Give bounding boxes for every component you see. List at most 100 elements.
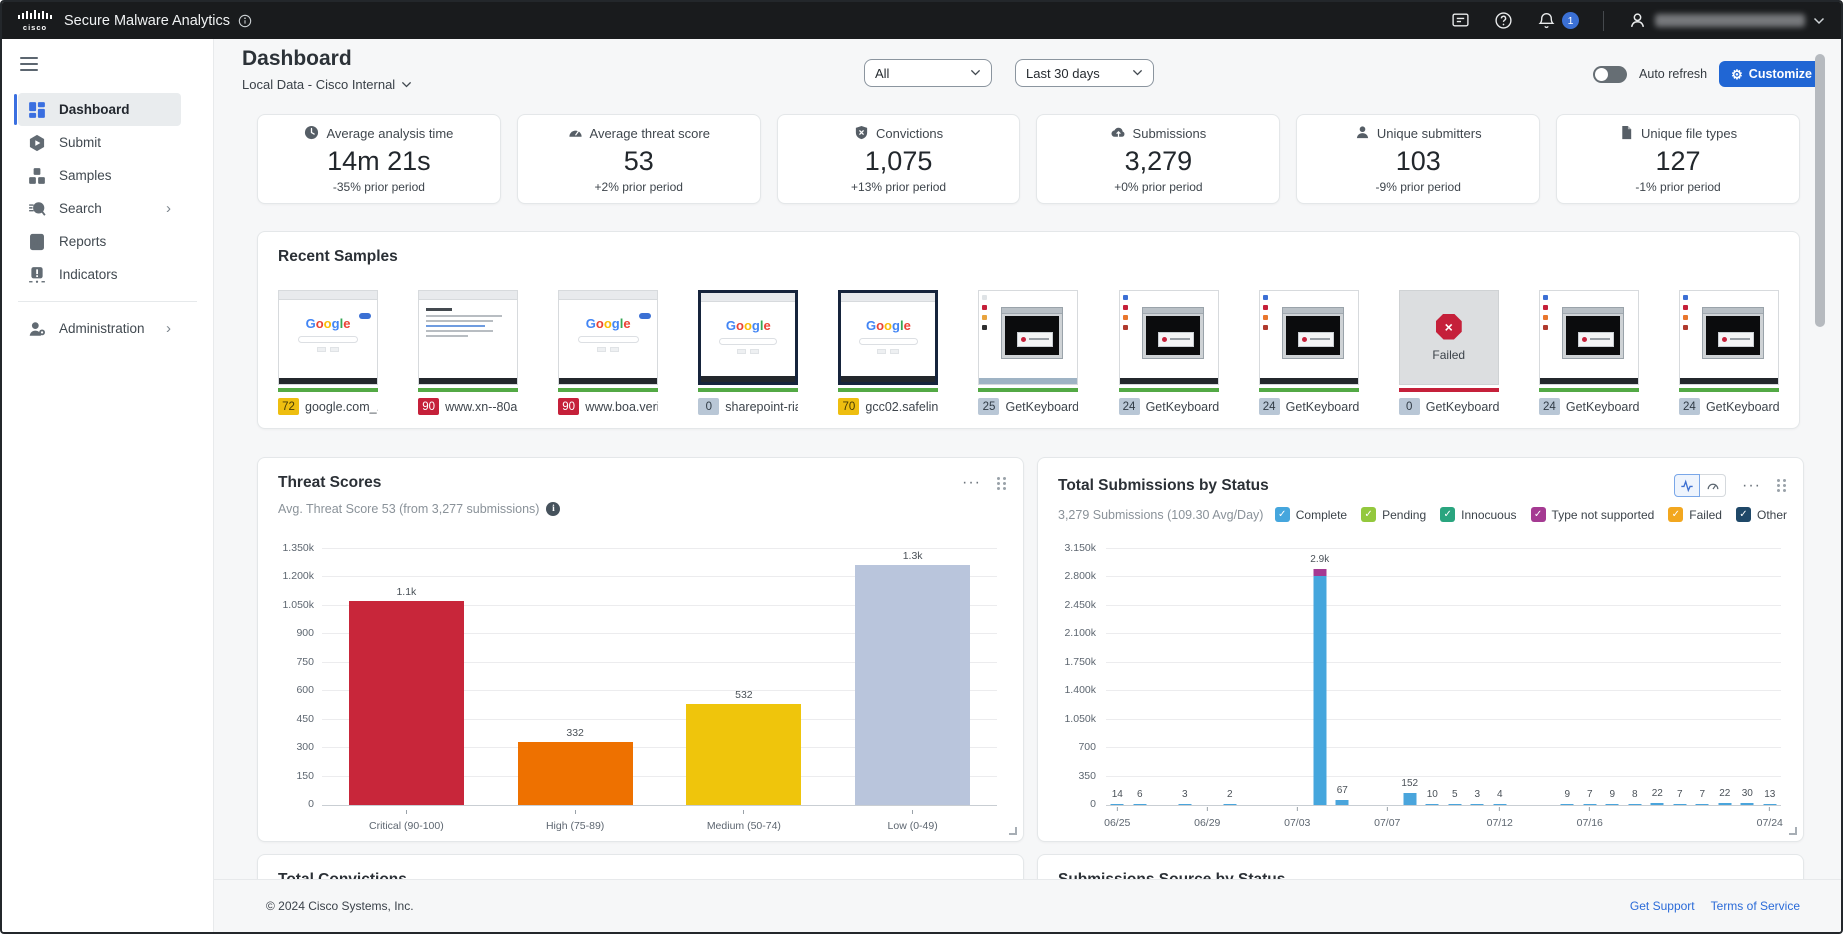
sample-thumbnail[interactable]: 25 GetKeyboardLa...: [978, 290, 1079, 415]
sample-thumbnail[interactable]: 24 GetKeyboardLa...: [1118, 290, 1219, 415]
legend-checkbox[interactable]: ✓: [1735, 507, 1751, 522]
submissions-bar[interactable]: [1740, 802, 1754, 805]
threat-bars: 1.1k 332 532 1.3k: [322, 550, 997, 805]
widget-menu-icon[interactable]: ···: [1742, 476, 1761, 494]
customize-button[interactable]: ⚙ Customize: [1719, 61, 1824, 87]
legend-checkbox[interactable]: ✓: [1440, 507, 1456, 522]
legend-item[interactable]: ✓ Innocuous: [1440, 507, 1517, 522]
bar-segment-complete: [1718, 803, 1732, 805]
help-icon[interactable]: [1494, 11, 1513, 30]
submissions-bar[interactable]: [1650, 803, 1664, 805]
drag-handle-icon[interactable]: [997, 476, 1007, 490]
sample-thumbnail[interactable]: Google 72 google.com_.url: [278, 290, 378, 415]
get-support-link[interactable]: Get Support: [1629, 899, 1695, 913]
auto-refresh-toggle[interactable]: [1593, 65, 1628, 83]
legend-checkbox[interactable]: ✓: [1274, 507, 1290, 522]
threat-score-badge: 24: [1538, 398, 1560, 415]
filter-type-select[interactable]: All: [864, 59, 992, 87]
sample-meta: 72 google.com_.url: [278, 398, 378, 415]
submissions-bar[interactable]: [1178, 803, 1192, 805]
submissions-bar[interactable]: [1470, 803, 1484, 805]
sample-screenshot: × Failed: [1398, 290, 1499, 385]
legend-item[interactable]: ✓ Other: [1735, 507, 1787, 522]
user-menu[interactable]: [1628, 11, 1825, 30]
sample-thumbnail[interactable]: × Failed 0 GetKeyboardLa...: [1398, 290, 1499, 415]
legend-item[interactable]: ✓ Complete: [1274, 507, 1347, 522]
sidebar-item-search[interactable]: Search ›: [18, 192, 181, 225]
gauge-view-button[interactable]: [1700, 474, 1727, 497]
sidebar-item-samples[interactable]: Samples: [18, 159, 181, 192]
threat-bar[interactable]: [855, 565, 971, 805]
stat-card[interactable]: Convictions 1,075 +13% prior period: [776, 114, 1021, 204]
submissions-bar[interactable]: [1583, 803, 1597, 805]
legend-checkbox[interactable]: ✓: [1361, 507, 1377, 522]
threat-bar[interactable]: [686, 704, 802, 805]
stat-card[interactable]: Average threat score 53 +2% prior period: [516, 114, 761, 204]
sample-thumbnail[interactable]: Google 90 www.boa.verify...: [558, 290, 659, 415]
terms-link[interactable]: Terms of Service: [1710, 899, 1800, 913]
resize-handle[interactable]: [1009, 827, 1017, 835]
submissions-bar[interactable]: [1560, 803, 1574, 805]
legend-checkbox[interactable]: ✓: [1668, 507, 1684, 522]
date-range-select[interactable]: Last 30 days: [1015, 59, 1154, 87]
threat-bar[interactable]: [348, 601, 464, 805]
axis-tick: [1589, 807, 1591, 811]
sidebar-item-submit[interactable]: Submit: [18, 126, 181, 159]
notifications-button[interactable]: 1: [1537, 11, 1579, 30]
bar-value-label: 3: [1181, 788, 1188, 800]
submissions-bar[interactable]: [1448, 803, 1462, 805]
day-slot: [1241, 550, 1264, 805]
submissions-bar[interactable]: [1223, 803, 1237, 805]
legend-item[interactable]: ✓ Pending: [1361, 507, 1426, 522]
legend-checkbox[interactable]: ✓: [1530, 507, 1546, 522]
sidebar-item-administration[interactable]: Administration ›: [18, 312, 181, 345]
submissions-bar[interactable]: [1110, 803, 1124, 805]
menu-toggle-icon[interactable]: [20, 57, 38, 71]
threat-bar[interactable]: [517, 742, 633, 805]
stat-card[interactable]: Unique submitters 103 -9% prior period: [1296, 114, 1541, 204]
bar-segment-complete: [1470, 803, 1484, 805]
stat-card[interactable]: Average analysis time 14m 21s -35% prior p…: [257, 114, 501, 204]
data-scope-selector[interactable]: Local Data - Cisco Internal: [242, 77, 412, 92]
axis-tick: [1116, 807, 1118, 811]
submissions-bar[interactable]: [1628, 803, 1642, 805]
sample-thumbnail[interactable]: Google 0 sharepoint-rialt...: [698, 290, 799, 415]
submissions-bar[interactable]: [1695, 803, 1709, 805]
submissions-bar[interactable]: [1335, 799, 1349, 805]
stat-card[interactable]: Unique file types 127 -1% prior period: [1556, 114, 1800, 204]
submissions-bar[interactable]: [1425, 803, 1439, 805]
sidebar-item-indicators[interactable]: Indicators: [18, 258, 181, 291]
widget-menu-icon[interactable]: ···: [962, 474, 981, 491]
submissions-bar[interactable]: [1403, 792, 1417, 805]
sample-thumbnail[interactable]: 90 www.xn--80ak...: [418, 290, 519, 415]
vertical-scrollbar[interactable]: [1815, 54, 1825, 327]
bar-segment-complete: [1650, 803, 1664, 805]
submissions-bar[interactable]: [1763, 803, 1777, 805]
legend-item[interactable]: ✓ Type not supported: [1530, 507, 1654, 522]
sample-thumbnail[interactable]: 24 GetKeyboardLa...: [1538, 290, 1639, 415]
submissions-bar[interactable]: [1673, 803, 1687, 805]
sample-thumbnail[interactable]: 24 GetKeyboardLa...: [1258, 290, 1359, 415]
submissions-bar[interactable]: [1493, 803, 1507, 805]
sidebar-item-dashboard[interactable]: Dashboard: [14, 93, 181, 126]
stat-card[interactable]: Submissions 3,279 +0% prior period: [1036, 114, 1281, 204]
submissions-bar[interactable]: [1133, 803, 1147, 805]
resize-handle[interactable]: [1789, 827, 1797, 835]
app-info-icon[interactable]: [238, 14, 252, 28]
sidebar-divider: [18, 301, 197, 302]
sidebar-item-reports[interactable]: Reports: [18, 225, 181, 258]
legend-item[interactable]: ✓ Failed: [1668, 507, 1722, 522]
drag-handle-icon[interactable]: [1777, 479, 1787, 492]
info-icon[interactable]: i: [546, 502, 561, 516]
search-icon: [28, 200, 46, 218]
sample-meta: 24 GetKeyboardLa...: [1118, 398, 1219, 415]
submissions-bar[interactable]: [1718, 803, 1732, 805]
stat-card-header: Unique submitters: [1355, 125, 1482, 143]
submissions-bar[interactable]: [1313, 569, 1327, 805]
submissions-bar[interactable]: [1605, 803, 1619, 805]
line-view-button[interactable]: [1674, 474, 1701, 497]
sample-thumbnail[interactable]: Google 70 gcc02.safelinks....: [838, 290, 939, 415]
sample-thumbnail[interactable]: 24 GetKeyboardLa...: [1678, 290, 1779, 415]
feedback-icon[interactable]: [1451, 11, 1470, 30]
sample-status-bar: [1258, 388, 1359, 392]
